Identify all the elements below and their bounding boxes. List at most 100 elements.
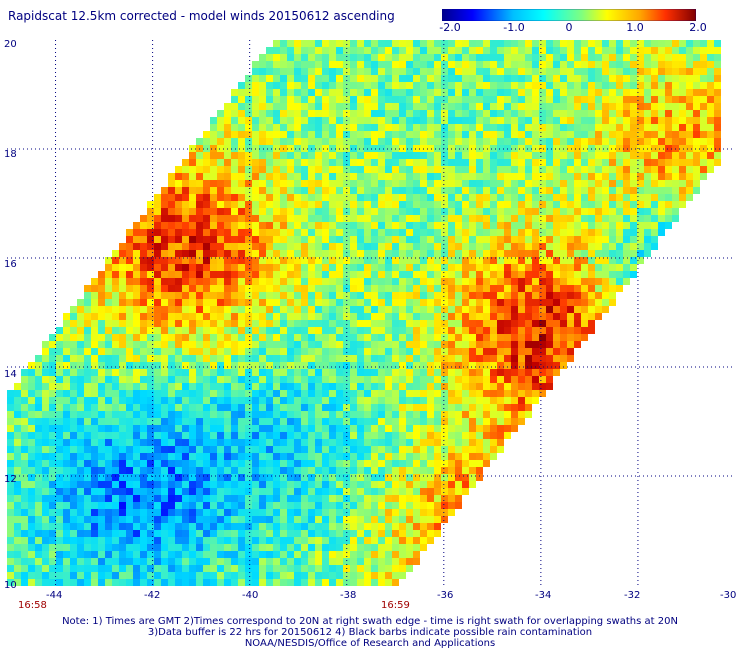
heatmap-cell bbox=[420, 425, 427, 432]
heatmap-cell bbox=[602, 292, 609, 299]
heatmap-cell bbox=[553, 194, 560, 201]
heatmap-cell bbox=[154, 334, 161, 341]
heatmap-cell bbox=[70, 327, 77, 334]
heatmap-cell bbox=[336, 285, 343, 292]
heatmap-cell bbox=[336, 397, 343, 404]
heatmap-cell bbox=[644, 54, 651, 61]
heatmap-cell bbox=[427, 418, 434, 425]
heatmap-cell bbox=[560, 362, 567, 369]
heatmap-cell bbox=[350, 306, 357, 313]
heatmap-cell bbox=[175, 383, 182, 390]
heatmap-cell bbox=[175, 250, 182, 257]
heatmap-cell bbox=[560, 152, 567, 159]
heatmap-cell bbox=[84, 502, 91, 509]
heatmap-cell bbox=[350, 110, 357, 117]
heatmap-cell bbox=[322, 495, 329, 502]
heatmap-cell bbox=[609, 173, 616, 180]
heatmap-cell bbox=[378, 68, 385, 75]
heatmap-cell bbox=[511, 222, 518, 229]
heatmap-cell bbox=[42, 502, 49, 509]
heatmap-cell bbox=[84, 474, 91, 481]
heatmap-cell bbox=[630, 173, 637, 180]
heatmap-cell bbox=[266, 411, 273, 418]
heatmap-cell bbox=[602, 75, 609, 82]
heatmap-cell bbox=[196, 180, 203, 187]
heatmap-cell bbox=[357, 250, 364, 257]
heatmap-cell bbox=[434, 488, 441, 495]
heatmap-cell bbox=[91, 453, 98, 460]
heatmap-cell bbox=[399, 215, 406, 222]
heatmap-cell bbox=[343, 68, 350, 75]
heatmap-cell bbox=[539, 229, 546, 236]
heatmap-cell bbox=[434, 243, 441, 250]
heatmap-cell bbox=[441, 320, 448, 327]
heatmap-cell bbox=[308, 173, 315, 180]
heatmap-cell bbox=[329, 432, 336, 439]
heatmap-cell bbox=[315, 362, 322, 369]
heatmap-cell bbox=[210, 327, 217, 334]
heatmap-cell bbox=[196, 208, 203, 215]
heatmap-cell bbox=[399, 376, 406, 383]
heatmap-cell bbox=[532, 320, 539, 327]
heatmap-cell bbox=[168, 411, 175, 418]
heatmap-cell bbox=[105, 404, 112, 411]
heatmap-cell bbox=[98, 299, 105, 306]
heatmap-cell bbox=[308, 278, 315, 285]
heatmap-cell bbox=[315, 397, 322, 404]
heatmap-cell bbox=[714, 110, 721, 117]
heatmap-cell bbox=[532, 229, 539, 236]
heatmap-cell bbox=[518, 243, 525, 250]
heatmap-cell bbox=[231, 502, 238, 509]
heatmap-cell bbox=[476, 411, 483, 418]
heatmap-cell bbox=[588, 299, 595, 306]
heatmap-cell bbox=[231, 229, 238, 236]
heatmap-cell bbox=[518, 383, 525, 390]
heatmap-cell bbox=[280, 152, 287, 159]
heatmap-cell bbox=[427, 257, 434, 264]
heatmap-cell bbox=[140, 439, 147, 446]
heatmap-cell bbox=[259, 187, 266, 194]
heatmap-cell bbox=[350, 509, 357, 516]
heatmap-cell bbox=[434, 285, 441, 292]
heatmap-cell bbox=[406, 334, 413, 341]
heatmap-cell bbox=[483, 40, 490, 47]
heatmap-cell bbox=[525, 152, 532, 159]
heatmap-cell bbox=[343, 488, 350, 495]
heatmap-cell bbox=[266, 215, 273, 222]
heatmap-cell bbox=[252, 89, 259, 96]
heatmap-cell bbox=[238, 369, 245, 376]
heatmap-cell bbox=[42, 411, 49, 418]
heatmap-cell bbox=[623, 257, 630, 264]
heatmap-cell bbox=[469, 131, 476, 138]
heatmap-cell bbox=[112, 271, 119, 278]
heatmap-cell bbox=[329, 124, 336, 131]
heatmap-cell bbox=[252, 488, 259, 495]
heatmap-cell bbox=[378, 460, 385, 467]
heatmap-cell bbox=[371, 124, 378, 131]
heatmap-cell bbox=[105, 509, 112, 516]
heatmap-cell bbox=[441, 250, 448, 257]
heatmap-cell bbox=[490, 250, 497, 257]
heatmap-cell bbox=[245, 236, 252, 243]
heatmap-cell bbox=[350, 138, 357, 145]
heatmap-cell bbox=[658, 208, 665, 215]
heatmap-cell bbox=[434, 61, 441, 68]
heatmap-cell bbox=[525, 96, 532, 103]
heatmap-cell bbox=[623, 145, 630, 152]
heatmap-cell bbox=[378, 103, 385, 110]
heatmap-cell bbox=[91, 313, 98, 320]
heatmap-cell bbox=[147, 453, 154, 460]
heatmap-cell bbox=[518, 285, 525, 292]
heatmap-cell bbox=[525, 159, 532, 166]
heatmap-cell bbox=[581, 229, 588, 236]
heatmap-cell bbox=[259, 250, 266, 257]
heatmap-cell bbox=[280, 257, 287, 264]
heatmap-cell bbox=[259, 369, 266, 376]
heatmap-cell bbox=[406, 285, 413, 292]
heatmap-cell bbox=[595, 187, 602, 194]
heatmap-cell bbox=[252, 432, 259, 439]
heatmap-cell bbox=[672, 201, 679, 208]
heatmap-cell bbox=[259, 460, 266, 467]
heatmap-cell bbox=[462, 180, 469, 187]
heatmap-cell bbox=[420, 481, 427, 488]
